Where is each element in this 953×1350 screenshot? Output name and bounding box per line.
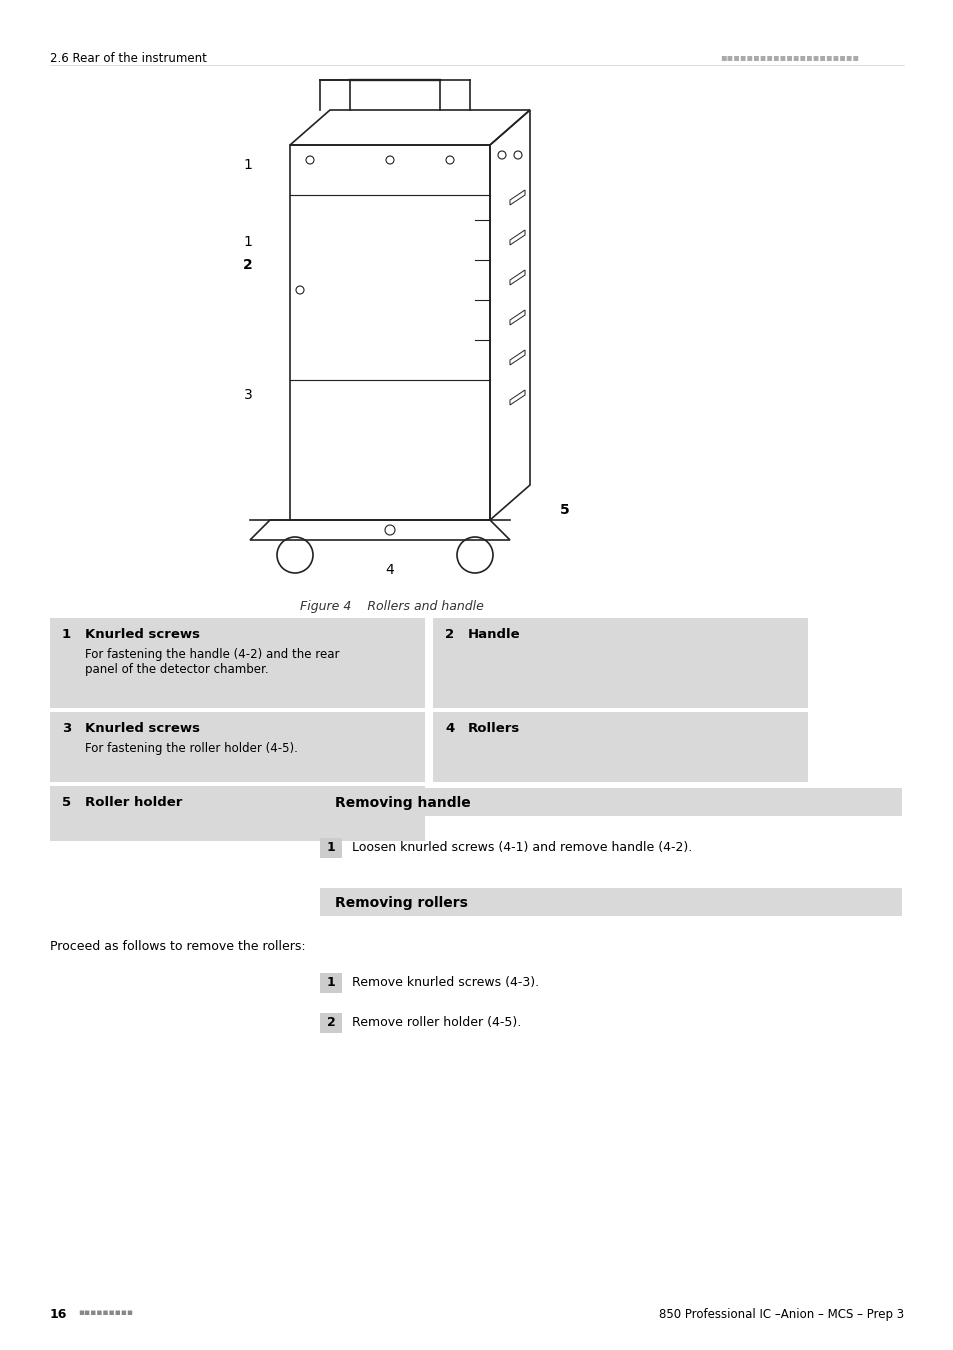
FancyBboxPatch shape: [319, 973, 341, 994]
Text: 5: 5: [62, 796, 71, 809]
Text: 2.6 Rear of the instrument: 2.6 Rear of the instrument: [50, 53, 207, 65]
FancyBboxPatch shape: [319, 788, 901, 815]
Text: For fastening the handle (4-2) and the rear
panel of the detector chamber.: For fastening the handle (4-2) and the r…: [85, 648, 339, 676]
FancyBboxPatch shape: [50, 618, 424, 707]
FancyBboxPatch shape: [319, 838, 341, 859]
Text: ▪▪▪▪▪▪▪▪▪: ▪▪▪▪▪▪▪▪▪: [78, 1308, 133, 1318]
Text: Remove roller holder (4-5).: Remove roller holder (4-5).: [352, 1017, 520, 1029]
Text: 1: 1: [243, 158, 253, 171]
Text: Knurled screws: Knurled screws: [85, 722, 200, 734]
Text: Removing rollers: Removing rollers: [335, 896, 467, 910]
Text: 3: 3: [243, 387, 253, 402]
Text: Knurled screws: Knurled screws: [85, 628, 200, 641]
FancyBboxPatch shape: [50, 711, 424, 782]
Text: 5: 5: [559, 504, 569, 517]
Text: Roller holder: Roller holder: [85, 796, 182, 809]
Text: 4: 4: [385, 563, 394, 576]
Text: 2: 2: [243, 258, 253, 271]
FancyBboxPatch shape: [433, 711, 807, 782]
Text: Removing handle: Removing handle: [335, 796, 470, 810]
Text: 1: 1: [62, 628, 71, 641]
Text: Remove knurled screws (4-3).: Remove knurled screws (4-3).: [352, 976, 538, 990]
Text: Rollers: Rollers: [468, 722, 519, 734]
Text: 1: 1: [326, 976, 335, 990]
Text: 2: 2: [326, 1017, 335, 1029]
Text: 4: 4: [444, 722, 454, 734]
Text: ▪▪▪▪▪▪▪▪▪▪▪▪▪▪▪▪▪▪▪▪▪: ▪▪▪▪▪▪▪▪▪▪▪▪▪▪▪▪▪▪▪▪▪: [720, 53, 859, 62]
Text: 16: 16: [50, 1308, 68, 1322]
Text: Proceed as follows to remove the rollers:: Proceed as follows to remove the rollers…: [50, 940, 305, 953]
FancyBboxPatch shape: [319, 1012, 341, 1033]
Text: Figure 4    Rollers and handle: Figure 4 Rollers and handle: [299, 599, 483, 613]
Text: 3: 3: [62, 722, 71, 734]
Text: Loosen knurled screws (4-1) and remove handle (4-2).: Loosen knurled screws (4-1) and remove h…: [352, 841, 692, 855]
Text: 850 Professional IC –Anion – MCS – Prep 3: 850 Professional IC –Anion – MCS – Prep …: [659, 1308, 903, 1322]
Text: For fastening the roller holder (4-5).: For fastening the roller holder (4-5).: [85, 743, 297, 755]
FancyBboxPatch shape: [50, 786, 424, 841]
Text: 1: 1: [326, 841, 335, 855]
FancyBboxPatch shape: [433, 618, 807, 707]
Text: 2: 2: [444, 628, 454, 641]
Text: 1: 1: [243, 235, 253, 248]
Text: Handle: Handle: [468, 628, 520, 641]
FancyBboxPatch shape: [319, 888, 901, 917]
